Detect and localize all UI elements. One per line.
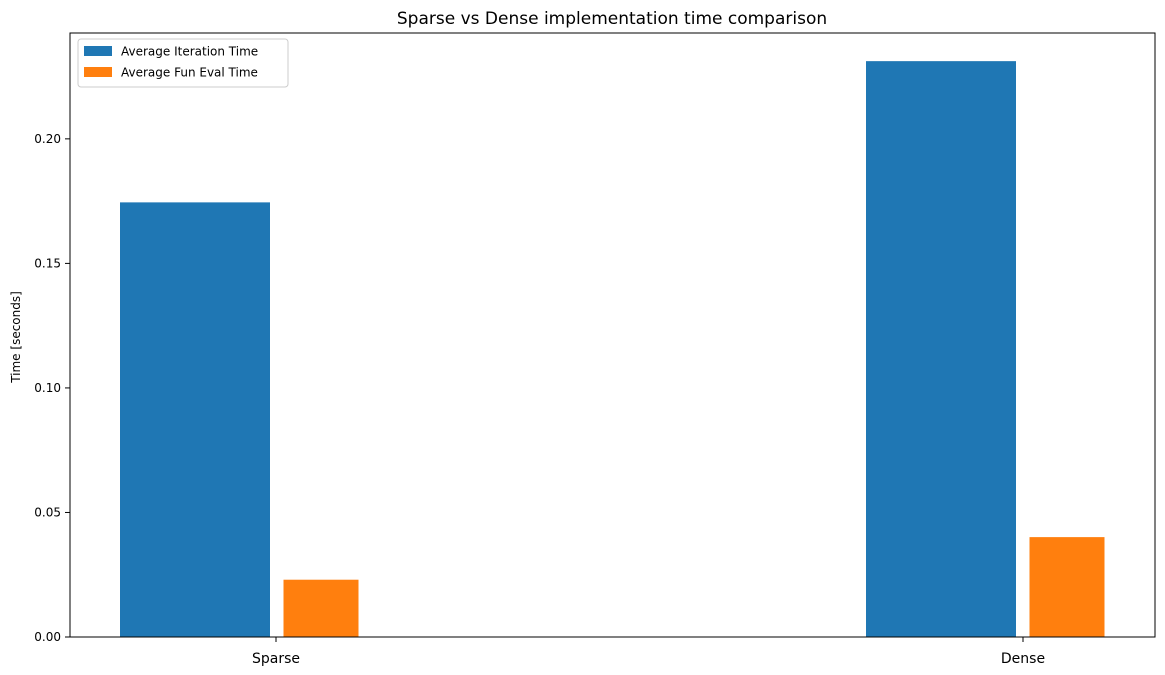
- chart-title: Sparse vs Dense implementation time comp…: [397, 9, 827, 29]
- legend-frame: [77, 38, 289, 88]
- legend: Average Iteration Time Average Fun Eval T…: [77, 38, 289, 88]
- x-axis: Sparse Dense: [252, 637, 1045, 667]
- plot-frame: [69, 32, 1156, 638]
- x-tick-label: Sparse: [252, 651, 300, 667]
- y-tick-label: 0.05: [34, 505, 61, 519]
- bar-0-0: [120, 202, 270, 637]
- bar-0-1: [866, 61, 1016, 638]
- legend-swatch: [84, 67, 112, 77]
- y-tick-label: 0.00: [34, 630, 61, 644]
- legend-label: Average Iteration Time: [121, 45, 258, 59]
- y-axis-label: Time [seconds]: [9, 291, 23, 384]
- y-tick-label: 0.15: [34, 256, 61, 270]
- legend-label: Average Fun Eval Time: [121, 66, 258, 80]
- bar-1-0: [283, 579, 359, 637]
- y-axis: 0.00 0.05 0.10 0.15 0.20: [34, 132, 70, 644]
- y-tick-label: 0.20: [34, 132, 61, 146]
- bar-1-1: [1029, 537, 1105, 637]
- bars-group: [120, 61, 1105, 638]
- legend-swatch: [84, 46, 112, 56]
- x-tick-label: Dense: [1001, 651, 1045, 667]
- y-tick-label: 0.10: [34, 381, 61, 395]
